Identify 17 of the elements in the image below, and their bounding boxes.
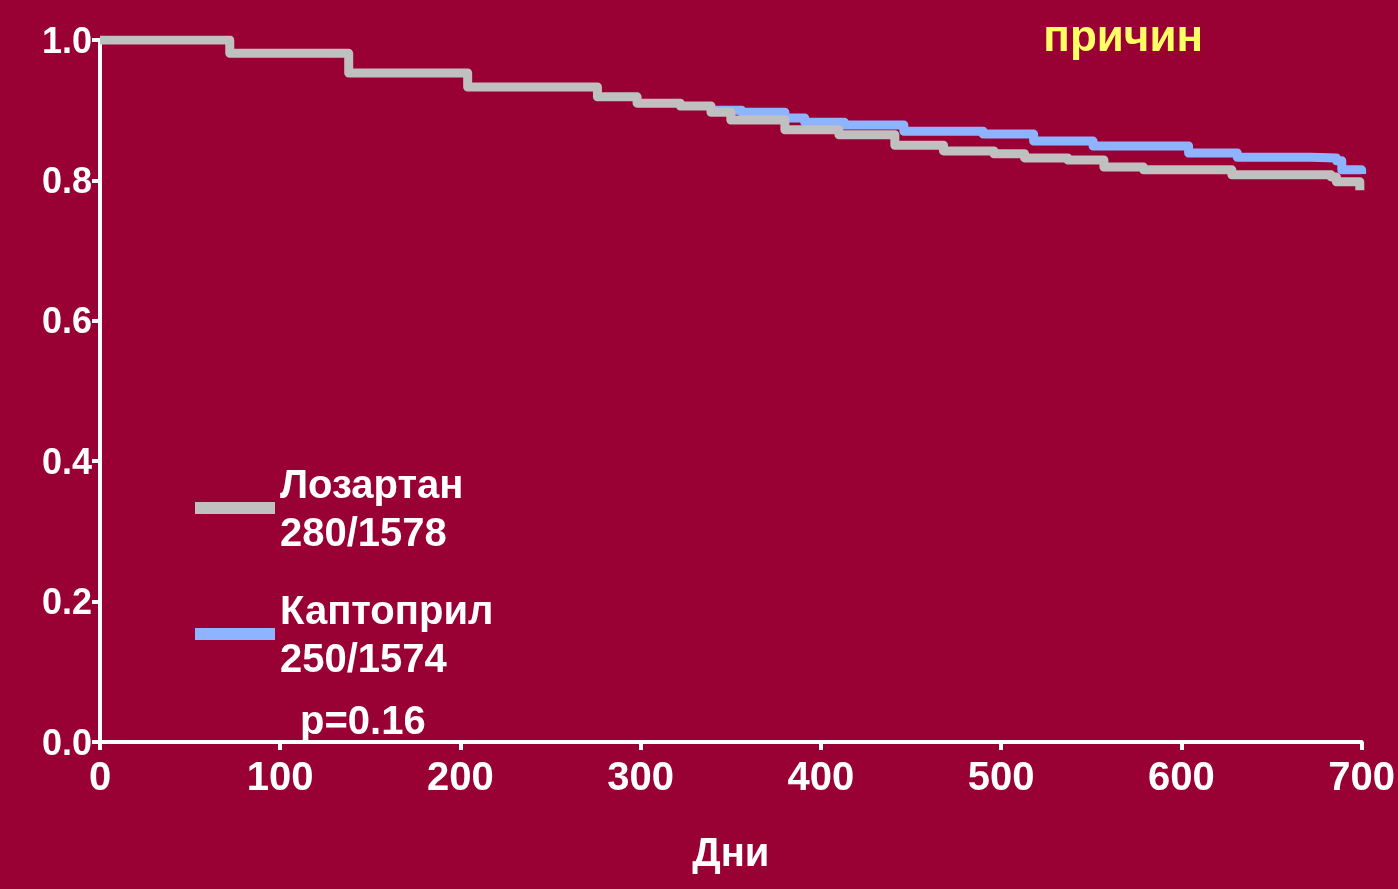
x-tick-label: 300: [607, 754, 675, 798]
chart-title: причин: [1043, 10, 1203, 60]
x-tick-label: 700: [1328, 754, 1396, 798]
x-tick-label: 500: [967, 754, 1035, 798]
y-tick-label: 1.0: [41, 19, 92, 61]
y-tick-label: 0.4: [41, 440, 92, 482]
x-tick-label: 200: [427, 754, 494, 798]
y-tick-label: 0.8: [41, 159, 92, 201]
annotation: p=0.16: [300, 698, 426, 742]
legend-label: Каптоприл 250/1574: [280, 588, 494, 680]
y-tick-label: 0.2: [41, 581, 92, 623]
x-tick-label: 100: [246, 754, 314, 798]
x-tick-label: 400: [787, 754, 855, 798]
x-axis-title: Дни: [692, 830, 770, 874]
y-tick-label: 0.6: [41, 300, 92, 342]
x-tick-label: 600: [1148, 754, 1215, 798]
legend-label: Лозартан 280/1578: [280, 462, 464, 554]
